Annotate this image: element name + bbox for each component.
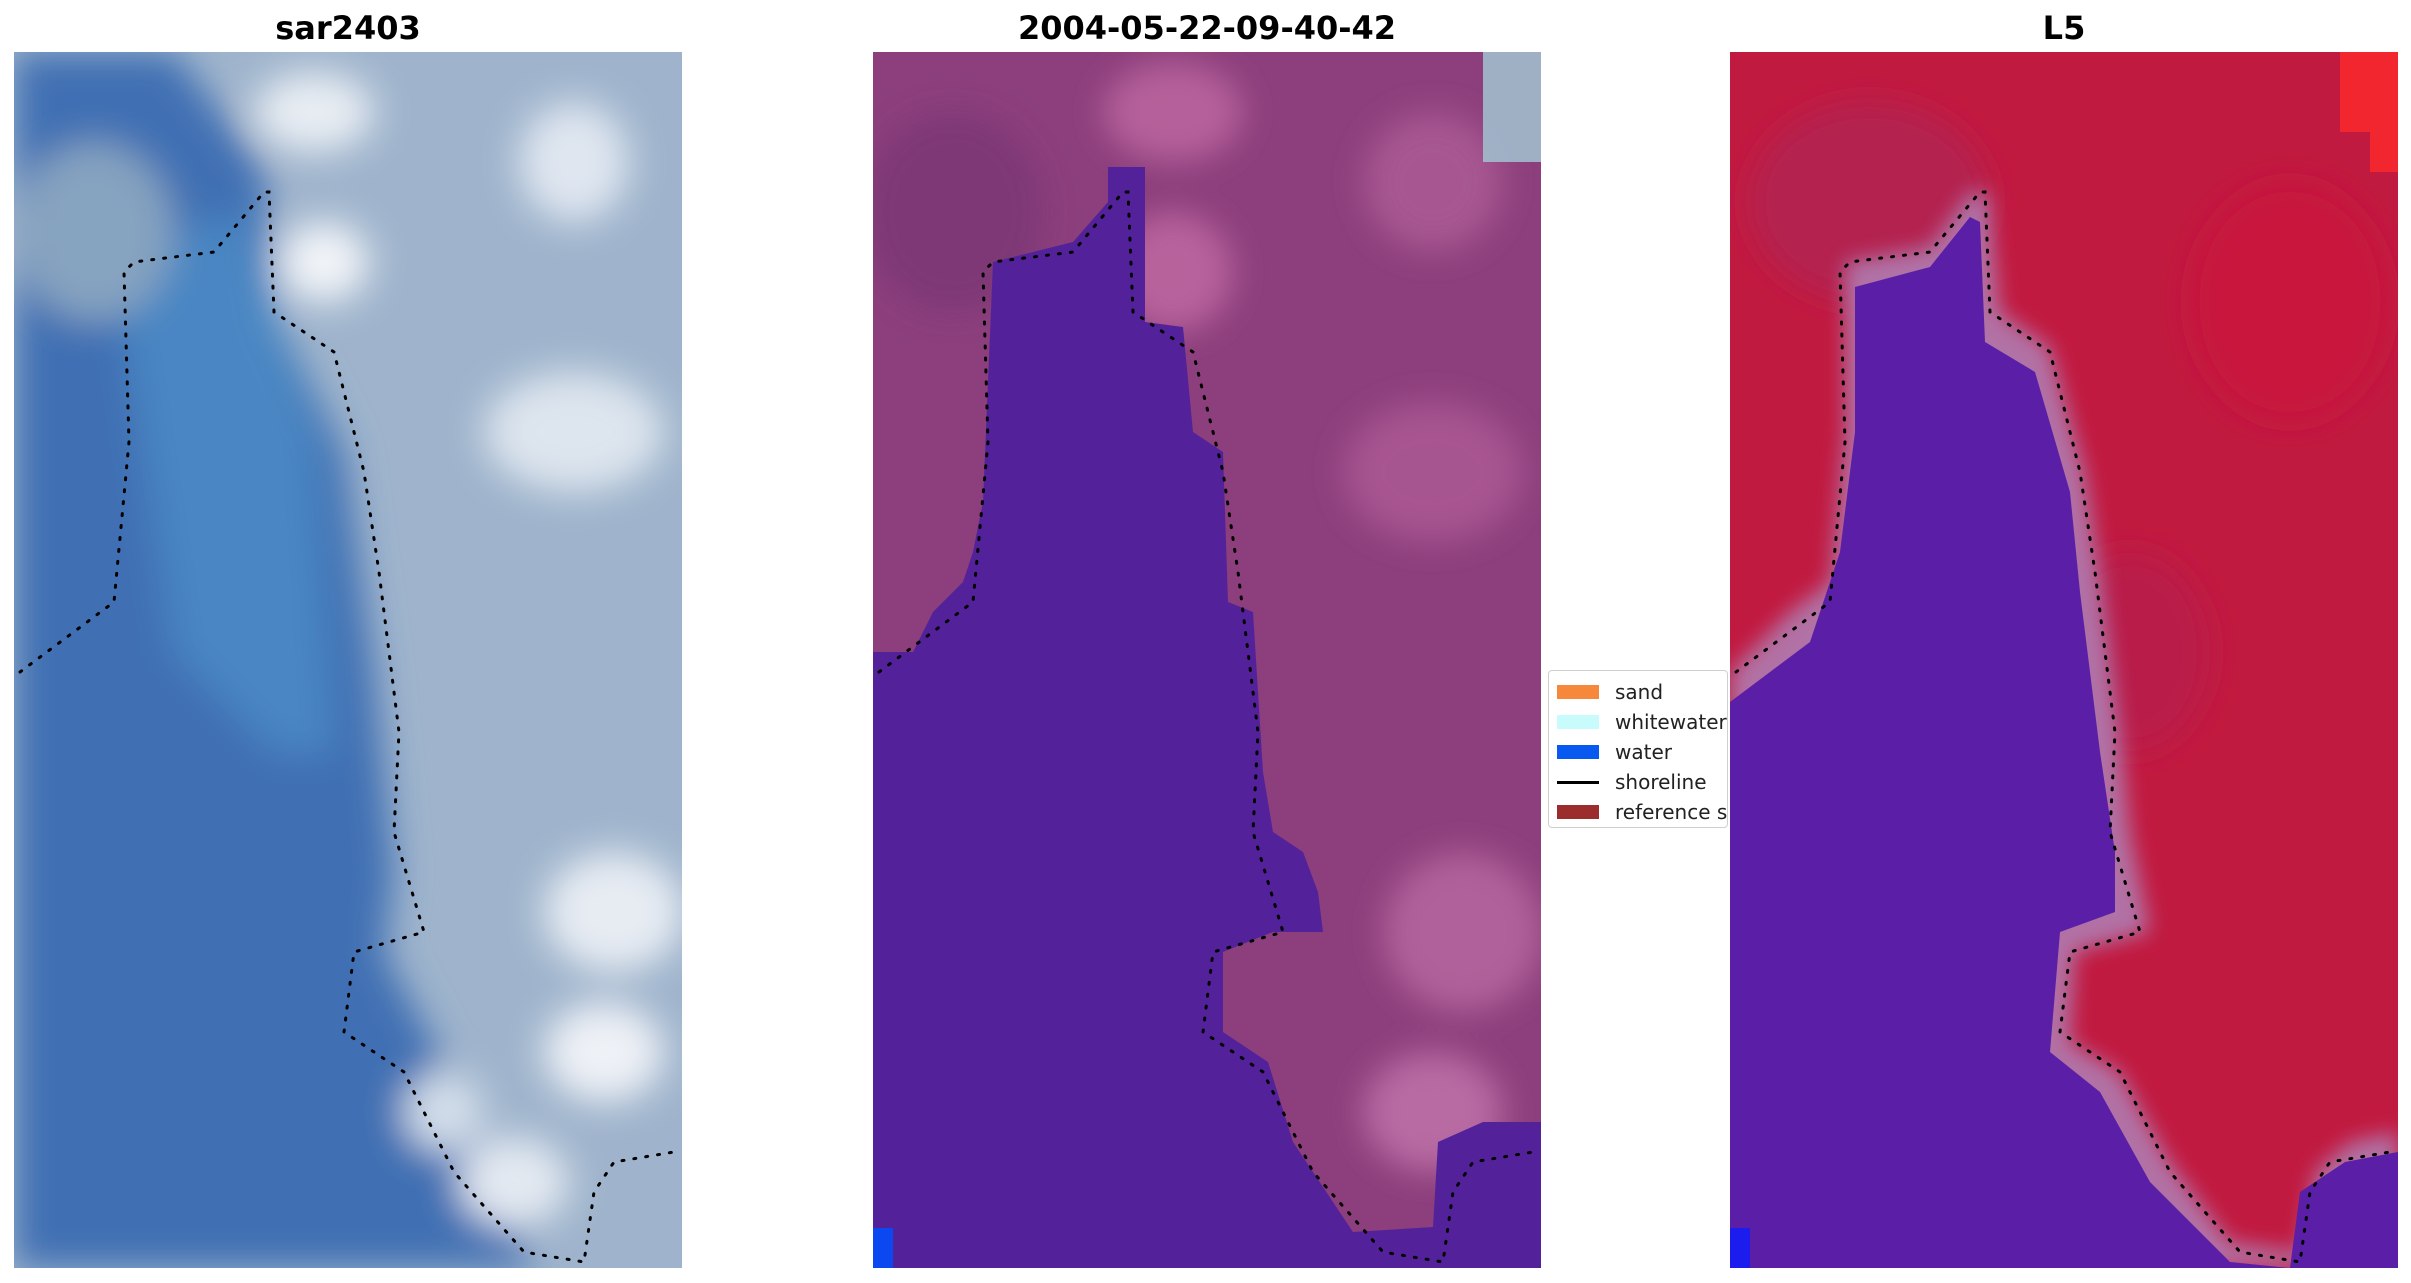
index-image-panel	[1730, 52, 2398, 1268]
whitewater-swatch	[1557, 715, 1599, 729]
water-swatch	[1557, 745, 1599, 759]
classified-image-panel	[873, 52, 1541, 1268]
water-marker	[873, 1228, 893, 1268]
legend: sand whitewater water shoreline referenc…	[1548, 670, 1728, 828]
index-image	[1730, 52, 2398, 1268]
shoreline-trace	[18, 190, 676, 1264]
legend-item-sand: sand	[1549, 677, 1727, 707]
reference-shoreline-swatch	[1557, 805, 1599, 819]
legend-label: whitewater	[1615, 710, 1727, 734]
legend-item-reference-shoreline: reference shoreline	[1549, 797, 1727, 827]
shoreline-trace	[1734, 190, 2392, 1264]
legend-item-water: water	[1549, 737, 1727, 767]
legend-label: water	[1615, 740, 1672, 764]
water-marker	[1730, 1228, 1750, 1268]
classified-image	[873, 52, 1541, 1268]
shoreline-line-swatch	[1557, 780, 1599, 784]
panel-title-rgb: sar2403	[275, 9, 421, 47]
panel-title-mndwi: L5	[2042, 9, 2086, 47]
rgb-image	[14, 52, 682, 1268]
sand-swatch	[1557, 685, 1599, 699]
shoreline-trace	[877, 190, 1535, 1264]
panel-title-classified: 2004-05-22-09-40-42	[1017, 9, 1397, 47]
legend-item-shoreline: shoreline	[1549, 767, 1727, 797]
rgb-image-panel	[14, 52, 682, 1268]
legend-label: sand	[1615, 680, 1664, 704]
legend-label: shoreline	[1615, 770, 1707, 794]
legend-label: reference shoreline	[1615, 800, 1728, 824]
legend-item-whitewater: whitewater	[1549, 707, 1727, 737]
